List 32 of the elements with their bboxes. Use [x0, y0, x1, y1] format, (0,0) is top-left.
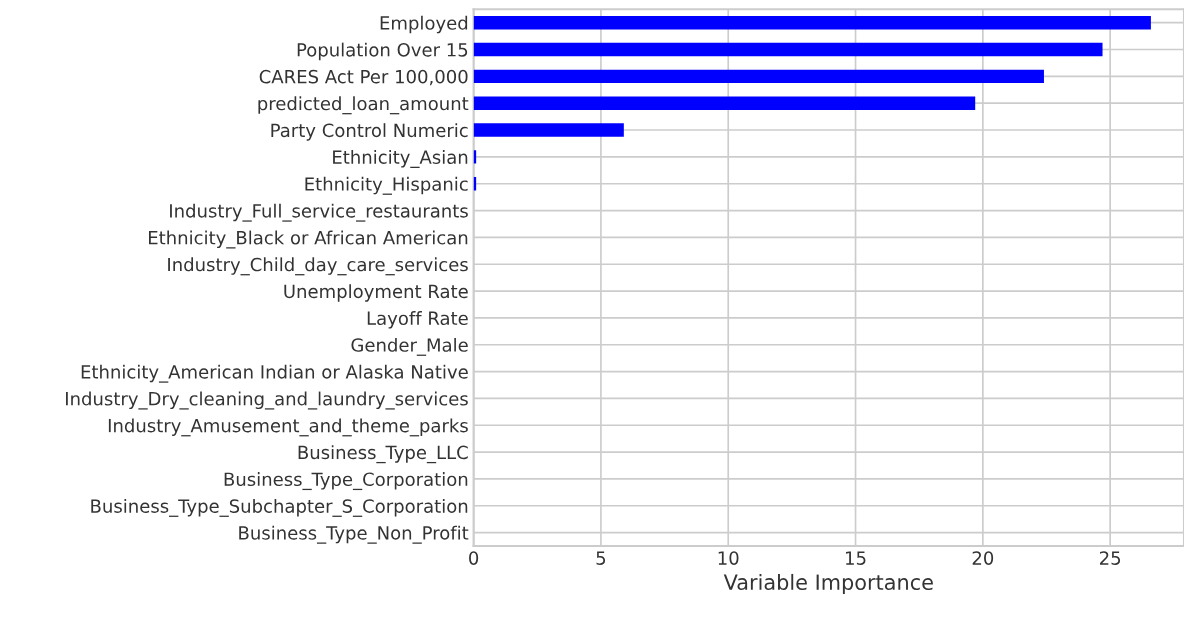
y-tick-label: Ethnicity_Hispanic [305, 176, 468, 195]
bar [473, 96, 976, 110]
bar [473, 15, 1151, 30]
x-tick-label: 5 [596, 551, 606, 565]
y-tick-label: Industry_Full_service_restaurants [170, 203, 468, 222]
y-tick-label: Layoff Rate [367, 311, 468, 329]
y-tick-label: Business_Type_LLC [298, 445, 468, 464]
y-tick-label: Business_Type_Corporation [224, 472, 468, 491]
y-tick-label: Industry_Dry_cleaning_and_laundry_services [66, 391, 468, 410]
y-tick-label: Unemployment Rate [284, 284, 468, 302]
bar [473, 69, 1044, 84]
y-tick-label: Ethnicity_Black or African American [149, 230, 468, 249]
y-tick-label: Ethnicity_Asian [333, 150, 468, 168]
x-axis-title: Variable Importance [723, 573, 933, 595]
y-tick-label: CARES Act Per 100,000 [259, 69, 468, 86]
y-tick-label: Ethnicity_American Indian or Alaska Native [81, 364, 468, 383]
bar [473, 42, 1103, 57]
y-tick-label: Industry_Child_day_care_services [168, 257, 468, 276]
y-tick-label: Employed [380, 15, 468, 34]
y-tick-label: Gender_Male [351, 337, 468, 356]
x-tick-label: 15 [846, 551, 866, 565]
x-tick-label: 10 [718, 551, 739, 565]
bar [473, 123, 624, 137]
y-tick-label: Business_Type_Subchapter_S_Corporation [91, 498, 468, 517]
x-tick-label: 25 [1099, 551, 1121, 565]
y-tick-label: Population Over 15 [297, 42, 468, 61]
y-tick-label: predicted_loan_amount [258, 96, 469, 115]
y-tick-label: Business_Type_Non_Profit [239, 525, 469, 544]
x-tick-label: 0 [469, 551, 479, 565]
y-tick-label: Industry_Amusement_and_theme_parks [108, 418, 468, 437]
x-tick-label: 20 [972, 551, 994, 565]
y-tick-label: Party Control Numeric [271, 123, 468, 141]
